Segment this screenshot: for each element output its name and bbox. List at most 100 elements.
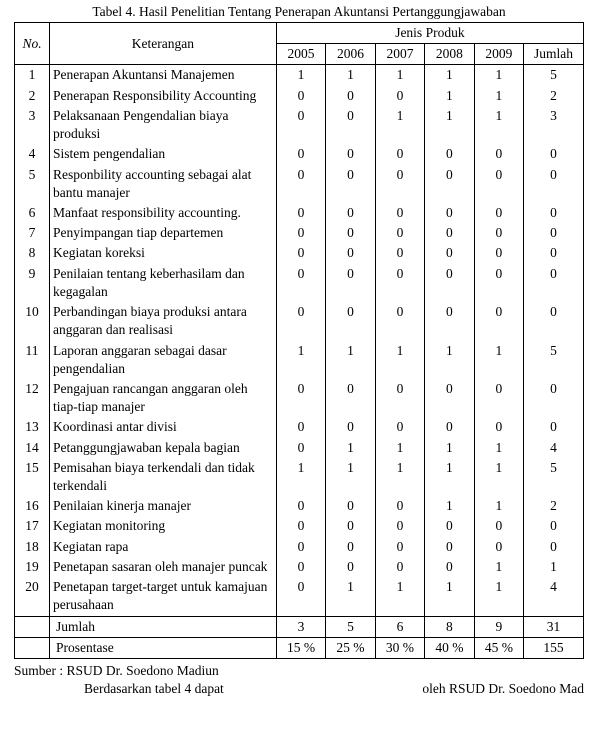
row-value: 1	[425, 496, 474, 516]
row-value: 0	[276, 438, 325, 458]
bottom-text-line: Berdasarkan tabel 4 dapat oleh RSUD Dr. …	[14, 681, 584, 697]
row-number: 7	[15, 223, 50, 243]
row-value: 0	[276, 264, 325, 302]
row-value: 1	[326, 577, 375, 616]
row-number: 11	[15, 341, 50, 379]
row-value: 0	[276, 537, 325, 557]
row-number: 12	[15, 379, 50, 417]
row-number: 16	[15, 496, 50, 516]
row-value: 0	[524, 379, 584, 417]
row-value: 1	[326, 65, 375, 86]
row-keterangan: Sistem pengendalian	[50, 144, 277, 164]
row-value: 2	[524, 86, 584, 106]
row-value: 0	[276, 577, 325, 616]
row-value: 0	[326, 223, 375, 243]
row-keterangan: Kegiatan koreksi	[50, 243, 277, 263]
summary-row: Prosentase15 %25 %30 %40 %45 %155	[15, 637, 584, 658]
row-value: 0	[375, 144, 424, 164]
row-value: 0	[276, 106, 325, 144]
row-value: 1	[375, 341, 424, 379]
row-number: 18	[15, 537, 50, 557]
row-value: 0	[375, 516, 424, 536]
row-value: 0	[276, 557, 325, 577]
row-value: 1	[425, 438, 474, 458]
table-row: 13Koordinasi antar divisi000000	[15, 417, 584, 437]
row-value: 0	[326, 243, 375, 263]
row-keterangan: Penetapan sasaran oleh manajer puncak	[50, 557, 277, 577]
row-keterangan: Pengajuan rancangan anggaran oleh tiap-t…	[50, 379, 277, 417]
summary-value: 9	[474, 616, 523, 637]
summary-label: Prosentase	[50, 637, 277, 658]
row-value: 0	[375, 165, 424, 203]
header-year: 2005	[276, 44, 325, 65]
row-value: 1	[474, 458, 523, 496]
table-row: 1Penerapan Akuntansi Manajemen111115	[15, 65, 584, 86]
row-value: 0	[425, 417, 474, 437]
row-value: 1	[524, 557, 584, 577]
row-keterangan: Penyimpangan tiap departemen	[50, 223, 277, 243]
summary-value: 5	[326, 616, 375, 637]
table-row: 4Sistem pengendalian000000	[15, 144, 584, 164]
row-value: 1	[474, 438, 523, 458]
table-row: 18Kegiatan rapa000000	[15, 537, 584, 557]
row-value: 0	[524, 537, 584, 557]
row-number: 8	[15, 243, 50, 263]
summary-no-cell	[15, 637, 50, 658]
table-header: No. Keterangan Jenis Produk 2005 2006 20…	[15, 23, 584, 65]
row-keterangan: Kegiatan monitoring	[50, 516, 277, 536]
row-value: 0	[375, 537, 424, 557]
row-value: 0	[326, 203, 375, 223]
row-number: 9	[15, 264, 50, 302]
row-value: 0	[276, 144, 325, 164]
table-row: 20Penetapan target-target untuk kamajuan…	[15, 577, 584, 616]
summary-value: 31	[524, 616, 584, 637]
row-value: 0	[474, 417, 523, 437]
row-value: 1	[326, 341, 375, 379]
row-value: 5	[524, 341, 584, 379]
table-body: 1Penerapan Akuntansi Manajemen1111152Pen…	[15, 65, 584, 659]
row-value: 5	[524, 458, 584, 496]
row-value: 1	[425, 341, 474, 379]
row-value: 1	[474, 86, 523, 106]
row-value: 2	[524, 496, 584, 516]
row-number: 15	[15, 458, 50, 496]
row-value: 0	[425, 144, 474, 164]
source-text: Sumber : RSUD Dr. Soedono Madiun	[14, 659, 584, 679]
header-keterangan: Keterangan	[50, 23, 277, 65]
summary-label: Jumlah	[50, 616, 277, 637]
row-value: 1	[276, 65, 325, 86]
table-row: 3Pelaksanaan Pengendalian biaya produksi…	[15, 106, 584, 144]
row-value: 1	[425, 106, 474, 144]
summary-value: 25 %	[326, 637, 375, 658]
row-value: 0	[425, 264, 474, 302]
row-value: 0	[474, 165, 523, 203]
row-keterangan: Pemisahan biaya terkendali dan tidak ter…	[50, 458, 277, 496]
row-value: 0	[375, 302, 424, 340]
row-keterangan: Penerapan Akuntansi Manajemen	[50, 65, 277, 86]
row-value: 0	[326, 144, 375, 164]
table-row: 9Penilaian tentang keberhasilam dan kega…	[15, 264, 584, 302]
header-no: No.	[15, 23, 50, 65]
table-row: 12Pengajuan rancangan anggaran oleh tiap…	[15, 379, 584, 417]
row-value: 0	[524, 516, 584, 536]
row-keterangan: Penilaian kinerja manajer	[50, 496, 277, 516]
row-value: 0	[375, 203, 424, 223]
row-value: 0	[524, 243, 584, 263]
row-value: 1	[474, 65, 523, 86]
row-value: 4	[524, 438, 584, 458]
table-row: 19Penetapan sasaran oleh manajer puncak0…	[15, 557, 584, 577]
row-value: 0	[326, 302, 375, 340]
row-value: 0	[276, 417, 325, 437]
table-row: 5Responbility accounting sebagai alat ba…	[15, 165, 584, 203]
row-value: 0	[425, 165, 474, 203]
row-value: 0	[375, 557, 424, 577]
row-value: 0	[326, 86, 375, 106]
row-value: 5	[524, 65, 584, 86]
row-value: 0	[276, 496, 325, 516]
row-value: 0	[276, 516, 325, 536]
row-value: 0	[375, 496, 424, 516]
summary-value: 155	[524, 637, 584, 658]
row-number: 1	[15, 65, 50, 86]
row-keterangan: Pelaksanaan Pengendalian biaya produksi	[50, 106, 277, 144]
row-value: 0	[375, 243, 424, 263]
